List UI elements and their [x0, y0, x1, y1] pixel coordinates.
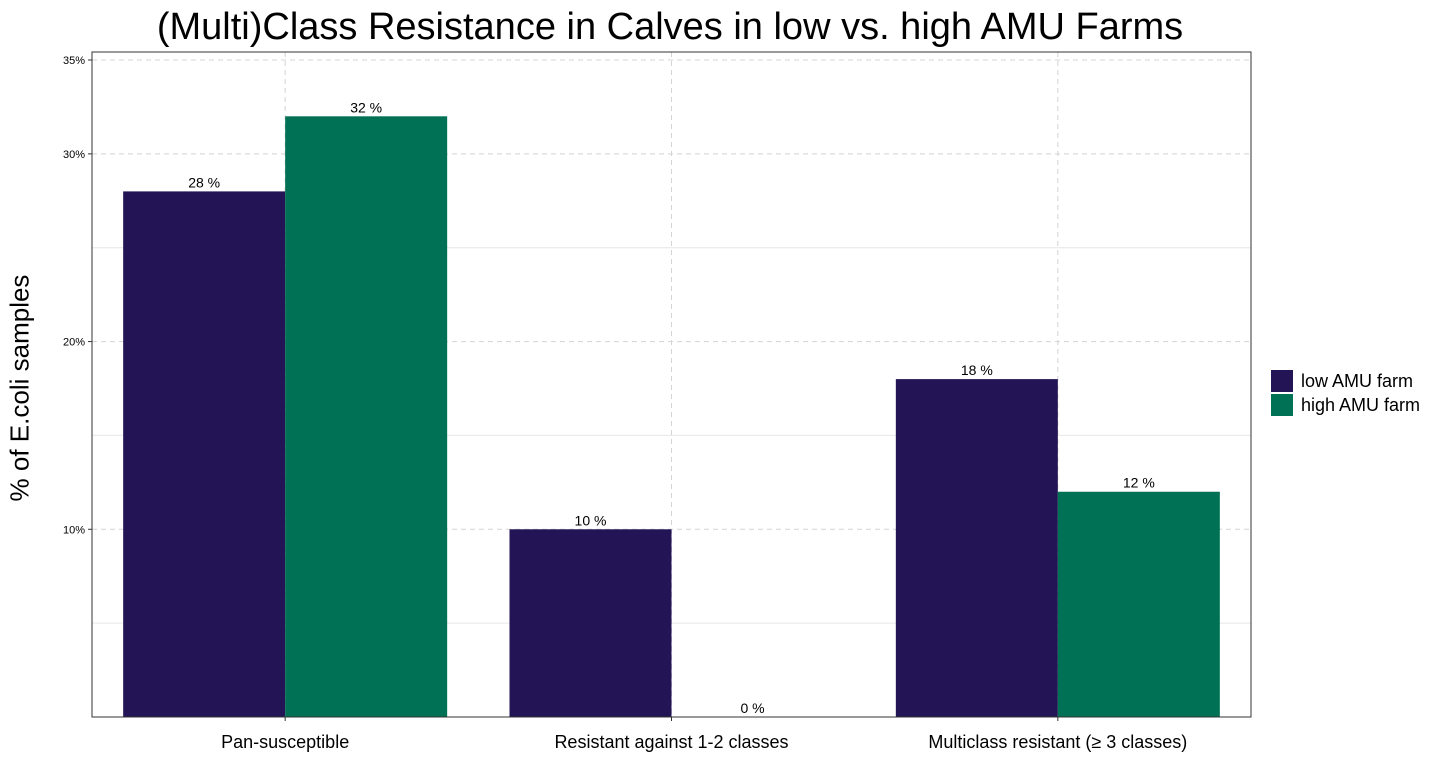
data-label: 0 % — [740, 700, 764, 716]
data-label: 28 % — [188, 174, 220, 190]
bar — [509, 529, 672, 717]
legend-label: high AMU farm — [1301, 394, 1421, 415]
x-tick-label: Multiclass resistant (≥ 3 classes) — [928, 732, 1187, 752]
data-label: 12 % — [1123, 475, 1155, 491]
axis-layer: 10% 20% 30% 35% Pan-susceptible Resistant aga… — [63, 55, 1187, 752]
chart-title: (Multi)Class Resistance in Calves in low… — [156, 6, 1184, 48]
bars-layer — [123, 116, 1220, 718]
y-tick-label: 20% — [63, 337, 85, 349]
y-tick-label: 35% — [63, 55, 85, 67]
legend-label: low AMU farm — [1301, 370, 1414, 391]
x-tick-label: Resistant against 1-2 classes — [554, 732, 788, 752]
data-label: 32 % — [350, 99, 382, 115]
data-label: 10 % — [575, 512, 607, 528]
legend-swatch — [1271, 394, 1293, 416]
labels-layer: 28 % 32 % 10 % 0 % 18 % 12 % — [188, 99, 1155, 716]
bar — [1057, 491, 1220, 717]
x-tick-label: Pan-susceptible — [221, 732, 349, 752]
y-tick-label: 10% — [63, 524, 85, 536]
legend-item: low AMU farm — [1271, 369, 1420, 393]
y-tick-label: 30% — [63, 149, 85, 161]
bar — [123, 191, 286, 717]
legend-item: high AMU farm — [1271, 393, 1420, 417]
bar — [285, 116, 448, 718]
data-label: 18 % — [961, 362, 993, 378]
bar — [895, 379, 1058, 717]
legend-swatch — [1271, 370, 1293, 392]
legend: low AMU farm high AMU farm — [1271, 369, 1420, 417]
